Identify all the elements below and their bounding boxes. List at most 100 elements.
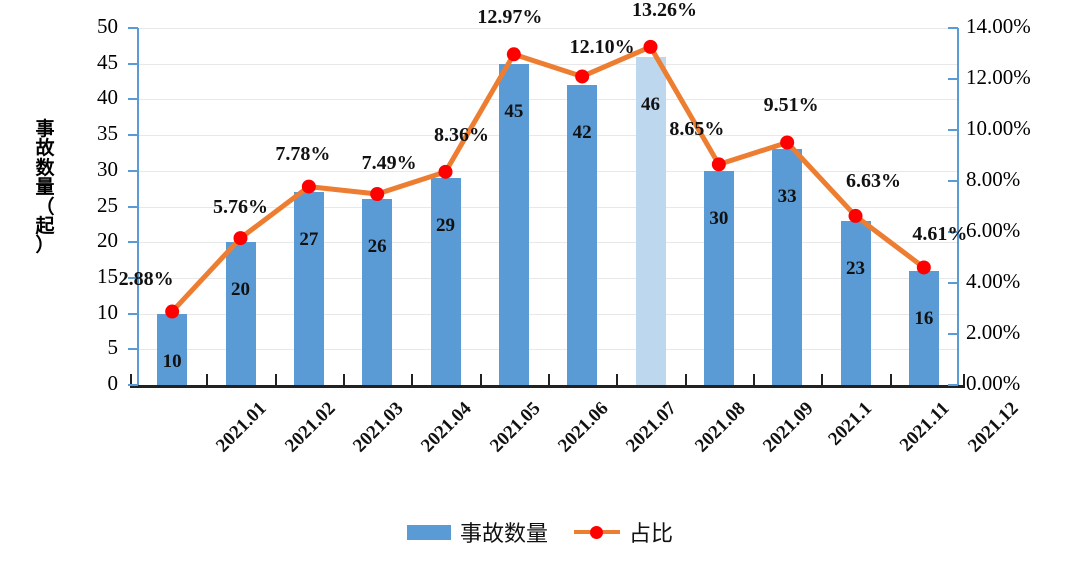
gridline [138, 28, 958, 29]
y-axis-left-tick-label: 50 [97, 14, 118, 38]
legend-item-line[interactable]: 占比 [574, 516, 673, 548]
x-axis-tick [684, 374, 687, 386]
bar[interactable] [157, 313, 188, 385]
x-axis-category-label: 2021.09 [758, 398, 818, 457]
x-axis-tick [616, 374, 619, 386]
x-axis-category-label: 2021.11 [895, 398, 954, 456]
x-axis-right-cap [963, 374, 965, 386]
x-axis-category-label: 2021.1 [824, 398, 877, 450]
y-axis-left-tick-label: 15 [97, 263, 118, 288]
y-axis-right-tick-label: 14.00% [966, 14, 1031, 38]
y-axis-left-tick [128, 312, 138, 315]
y-axis-left-tick-label: 35 [97, 121, 118, 146]
x-axis-line [130, 385, 965, 388]
gridline [138, 242, 958, 244]
percent-data-label: 5.76% [213, 196, 268, 219]
percent-data-label: 8.65% [669, 118, 725, 141]
bar[interactable] [703, 170, 734, 385]
y-axis-title-char: 故 [35, 137, 55, 160]
y-axis-left-tick-label: 25 [97, 192, 118, 217]
y-axis-left-tick [128, 384, 138, 386]
percent-data-label: 9.51% [763, 94, 819, 117]
y-axis-right-tick-label: 12.00% [966, 65, 1031, 89]
percent-data-label: 7.78% [275, 142, 331, 165]
y-axis-right-tick [948, 231, 958, 233]
percent-data-label: 7.49% [361, 152, 417, 174]
bar-value-label: 42 [572, 122, 592, 144]
percent-data-label: 6.63% [846, 169, 901, 192]
bar[interactable] [362, 199, 393, 385]
x-axis-tick [274, 374, 277, 386]
y-axis-right-tick-label: 8.00% [966, 167, 1021, 191]
x-axis-tick [411, 374, 414, 386]
y-axis-title-char: 数 [35, 156, 55, 179]
y-axis-left-tick-label: 10 [97, 299, 118, 324]
x-axis-category-label: 2021.02 [280, 398, 340, 457]
x-axis-category-label: 2021.05 [485, 398, 545, 457]
x-axis-category-label: 2021.07 [622, 398, 681, 457]
y-axis-right-tick [948, 27, 958, 29]
bar-value-label: 10 [162, 350, 182, 372]
bar-value-label: 20 [231, 279, 250, 301]
y-axis-left-tick [128, 276, 138, 279]
y-axis-right-tick-label: 6.00% [966, 218, 1021, 242]
y-axis-right-tick [948, 282, 958, 284]
y-axis-left-tick-label: 30 [97, 156, 118, 181]
bar-value-label: 30 [709, 207, 729, 229]
percent-data-label: 12.10% [569, 36, 635, 59]
y-axis-title-char: 起 [35, 214, 55, 237]
y-axis-left-tick [128, 134, 138, 137]
bar[interactable] [430, 177, 461, 385]
y-axis-left-tick [128, 98, 138, 101]
y-axis-title-char: 事 [35, 118, 55, 140]
bar-value-label: 26 [367, 236, 387, 258]
y-axis-left-tick [128, 169, 138, 172]
y-axis-left-tick [128, 27, 138, 29]
x-axis-tick [343, 374, 345, 386]
legend-item-bars[interactable]: 事故数量 [406, 516, 548, 548]
legend-label-bars: 事故数量 [459, 522, 548, 547]
bar-value-label: 46 [641, 93, 660, 115]
y-axis-left-tick-label: 40 [97, 85, 118, 110]
x-axis-category-label: 2021.03 [348, 398, 408, 457]
y-axis-left-tick-label: 20 [97, 228, 118, 253]
percent-data-label: 2.88% [118, 267, 174, 290]
bar-value-label: 33 [777, 186, 797, 208]
bar-value-label: 45 [504, 100, 524, 122]
bar[interactable] [225, 242, 256, 385]
y-axis-left-tick-label: 5 [107, 335, 119, 360]
percent-data-label: 13.26% [632, 0, 697, 21]
y-axis-title: 事故数量（起） [30, 118, 60, 257]
gridline [138, 63, 958, 65]
y-axis-right-tick-label: 10.00% [966, 116, 1031, 140]
right-axis-line [957, 28, 959, 386]
x-axis-tick [206, 374, 209, 386]
x-axis-left-cap [130, 374, 132, 386]
x-axis-category-label: 2021.12 [963, 398, 1023, 457]
legend-label-line: 占比 [629, 522, 674, 547]
y-axis-right-tick-label: 4.00% [966, 269, 1021, 293]
y-axis-title-char: ） [35, 234, 55, 257]
y-axis-right-tick-label: 0.00% [966, 371, 1021, 395]
y-axis-left-tick-label: 45 [97, 49, 118, 74]
y-axis-title-char: 量 [35, 176, 55, 199]
gridline [138, 313, 958, 315]
bar[interactable] [293, 192, 324, 385]
x-axis-tick [821, 374, 824, 386]
bar-value-label: 29 [436, 214, 455, 236]
x-axis-tick [479, 374, 482, 386]
y-axis-title-char: （ [35, 195, 55, 218]
gridline [138, 135, 958, 137]
percent-data-label: 8.36% [434, 123, 489, 146]
y-axis-left-tick [128, 62, 138, 65]
bar-swatch-icon [406, 524, 451, 540]
line-swatch-icon [574, 525, 620, 539]
left-axis-line [137, 28, 139, 386]
bar[interactable] [840, 220, 871, 385]
bar[interactable] [772, 149, 803, 385]
chart-legend: 事故数量 占比 [0, 516, 1080, 548]
bar-value-label: 16 [914, 307, 934, 329]
x-axis-category-label: 2021.04 [417, 398, 476, 457]
percent-data-label: 4.61% [912, 223, 968, 246]
